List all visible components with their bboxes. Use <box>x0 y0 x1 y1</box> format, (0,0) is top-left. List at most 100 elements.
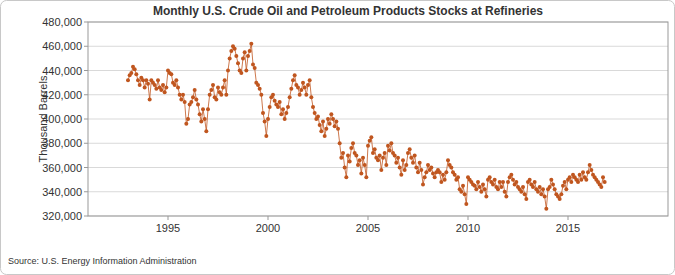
grid-line <box>88 46 668 47</box>
marker <box>538 185 542 189</box>
grid-line <box>88 191 668 192</box>
tick <box>84 46 88 47</box>
marker <box>183 100 187 104</box>
marker <box>291 78 295 82</box>
marker <box>481 182 485 186</box>
marker <box>164 85 168 89</box>
marker <box>386 144 390 148</box>
marker <box>186 117 190 121</box>
marker <box>194 98 198 102</box>
marker <box>159 88 163 92</box>
marker <box>316 115 320 119</box>
marker <box>138 83 142 87</box>
marker <box>411 161 415 165</box>
marker <box>404 163 408 167</box>
marker <box>299 88 303 92</box>
marker <box>286 105 290 109</box>
marker <box>503 190 507 194</box>
marker <box>191 95 195 99</box>
tick-label: 2000 <box>256 222 280 234</box>
marker <box>174 78 178 82</box>
marker <box>301 81 305 85</box>
marker <box>293 73 297 77</box>
marker <box>264 134 268 138</box>
marker <box>173 83 177 87</box>
marker <box>153 83 157 87</box>
tick-label: 460,000 <box>42 40 82 52</box>
marker <box>459 190 463 194</box>
marker <box>276 105 280 109</box>
plot-border <box>88 22 668 216</box>
marker <box>461 184 465 188</box>
marker <box>268 105 272 109</box>
chart: Monthly U.S. Crude Oil and Petroleum Pro… <box>0 0 675 275</box>
marker <box>409 156 413 160</box>
grid-line <box>88 143 668 144</box>
marker <box>233 47 237 51</box>
marker <box>184 122 188 126</box>
marker <box>328 122 332 126</box>
marker <box>548 185 552 189</box>
marker <box>226 69 230 73</box>
marker <box>196 102 200 106</box>
marker <box>136 78 140 82</box>
grid-line <box>88 94 668 95</box>
marker <box>394 161 398 165</box>
marker <box>599 185 603 189</box>
marker <box>371 151 375 155</box>
marker <box>263 119 267 123</box>
marker <box>156 78 160 82</box>
marker <box>474 187 478 191</box>
marker <box>418 161 422 165</box>
marker <box>424 170 428 174</box>
marker <box>266 117 270 121</box>
marker <box>536 190 540 194</box>
marker <box>414 166 418 170</box>
marker <box>204 129 208 133</box>
marker <box>578 173 582 177</box>
marker <box>189 100 193 104</box>
marker <box>388 149 392 153</box>
marker <box>403 168 407 172</box>
tick <box>84 119 88 120</box>
marker <box>346 153 350 157</box>
tick-label: 2010 <box>456 222 480 234</box>
marker <box>341 151 345 155</box>
marker <box>236 61 240 65</box>
marker <box>359 172 363 176</box>
tick <box>84 216 88 217</box>
marker <box>146 82 150 86</box>
marker <box>304 93 308 97</box>
marker <box>244 69 248 73</box>
marker <box>389 141 393 145</box>
marker <box>343 166 347 170</box>
marker <box>206 107 210 111</box>
marker <box>438 170 442 174</box>
marker <box>279 112 283 116</box>
marker <box>484 195 488 199</box>
tick-label: 2015 <box>556 222 580 234</box>
marker <box>193 88 197 92</box>
marker <box>126 78 130 82</box>
marker <box>408 147 412 151</box>
marker <box>348 159 352 163</box>
marker <box>241 56 245 60</box>
marker <box>569 180 573 184</box>
marker <box>273 99 277 103</box>
tick-label: 480,000 <box>42 16 82 28</box>
marker <box>421 182 425 186</box>
marker <box>176 85 180 89</box>
marker <box>533 180 537 184</box>
marker <box>499 185 503 189</box>
marker <box>429 166 433 170</box>
marker <box>568 175 572 179</box>
marker <box>283 117 287 121</box>
marker <box>564 187 568 191</box>
marker <box>349 146 353 150</box>
marker <box>199 119 203 123</box>
grid-line <box>88 167 668 168</box>
marker <box>256 83 260 87</box>
series-group <box>126 42 607 211</box>
marker <box>284 111 288 115</box>
marker <box>251 62 255 66</box>
